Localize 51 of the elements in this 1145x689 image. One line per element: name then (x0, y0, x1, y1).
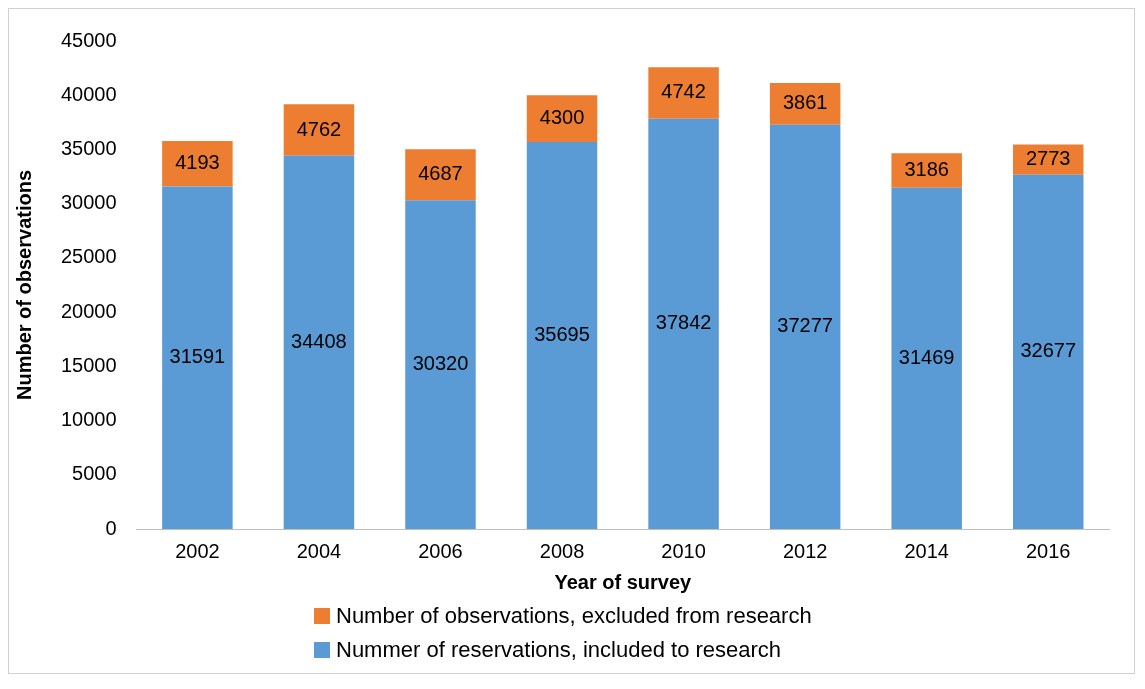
y-axis-title: Number of observations (12, 169, 35, 401)
x-axis-title: Year of survey (554, 570, 693, 593)
bar (526, 95, 598, 142)
y-tick-label: 10000 (60, 408, 117, 431)
data-label: 32677 (1020, 339, 1077, 362)
x-tick-label: 2016 (1025, 539, 1071, 562)
y-tick-label: 0 (105, 516, 117, 539)
data-label: 30320 (412, 352, 469, 375)
bar (648, 118, 719, 529)
data-label: 4300 (539, 106, 585, 129)
bar (769, 124, 841, 529)
bar (526, 141, 598, 529)
bar (405, 200, 476, 529)
data-label: 3861 (782, 91, 828, 114)
legend-label: Nummer of reservations, included to research (336, 637, 782, 663)
y-tick-label: 20000 (60, 299, 117, 322)
bar (283, 155, 355, 529)
x-tick-label: 2014 (904, 539, 949, 562)
bar (648, 67, 719, 119)
y-tick-label: 35000 (60, 136, 117, 159)
data-label: 34408 (291, 329, 347, 352)
x-tick-label: 2004 (296, 539, 342, 562)
x-tick-label: 2006 (418, 539, 463, 562)
bar (283, 104, 355, 156)
data-label: 37842 (655, 311, 712, 334)
data-label: 31591 (169, 345, 226, 368)
data-label: 4687 (418, 162, 463, 185)
data-label: 31469 (898, 345, 955, 368)
data-label: 2773 (1025, 147, 1071, 170)
data-label: 4742 (661, 80, 706, 103)
legend-label: Number of observations, excluded from research (336, 603, 812, 629)
bar (1012, 174, 1084, 529)
x-tick-label: 2012 (782, 539, 828, 562)
y-tick-label: 25000 (60, 245, 117, 268)
x-tick-label: 2010 (661, 539, 706, 562)
bar (162, 140, 233, 187)
data-label: 4193 (175, 151, 220, 174)
x-tick-label: 2002 (175, 539, 220, 562)
y-tick-label: 15000 (60, 353, 117, 376)
x-tick-label: 2008 (539, 539, 585, 562)
data-label: 35695 (534, 322, 590, 345)
bar (405, 149, 476, 201)
data-label: 4762 (296, 117, 342, 140)
bar (891, 187, 962, 529)
data-label: 37277 (777, 314, 833, 337)
y-tick-label: 30000 (60, 191, 117, 214)
bar (162, 186, 233, 529)
y-tick-label: 45000 (60, 28, 117, 51)
y-tick-label: 40000 (60, 82, 117, 105)
data-label: 3186 (904, 157, 949, 180)
y-tick-label: 5000 (72, 462, 117, 485)
